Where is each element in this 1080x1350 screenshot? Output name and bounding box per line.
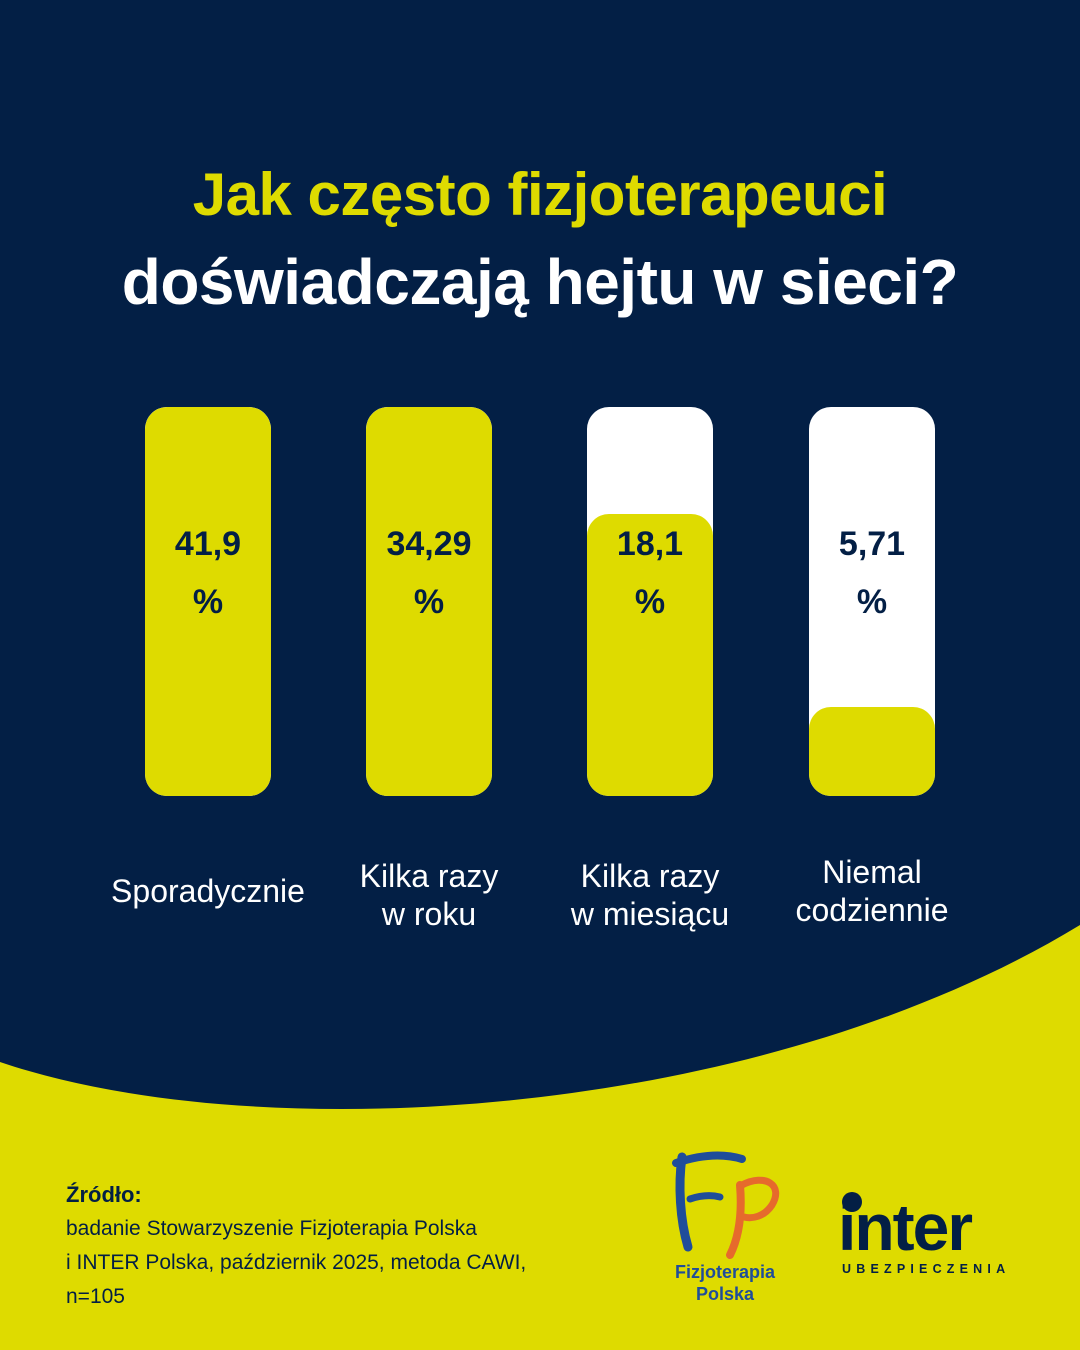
- bar-value-label-2: 34,29%: [386, 525, 472, 621]
- category-label-2: Kilka razy w roku: [359, 858, 499, 932]
- bar-value-label-4: 5,71%: [838, 525, 906, 621]
- title-line-2: doświadczają hejtu w sieci?: [121, 246, 959, 318]
- category-label-1: Sporadycznie: [111, 873, 305, 909]
- fp-logo-text: Fizjoterapia Polska: [674, 1262, 776, 1304]
- category-label-4: Niemal codziennie: [795, 854, 949, 928]
- source-line-1: badanie Stowarzyszenie Fizjoterapia Pols…: [66, 1217, 477, 1240]
- inter-logo-icon: inter: [838, 1190, 974, 1264]
- bar-fill-2: [366, 407, 492, 796]
- bar-3: 18,1%: [587, 407, 713, 796]
- source-heading: Źródło:: [66, 1182, 142, 1207]
- bar-value-label-3: 18,1%: [616, 525, 684, 621]
- source-note: Źródło: badanie Stowarzyszenie Fizjotera…: [66, 1178, 666, 1314]
- bar-fill-3: [587, 514, 713, 796]
- bar-fill-4: [809, 707, 935, 796]
- category-label-3: Kilka razy w miesiącu: [570, 858, 730, 932]
- source-line-3: n=105: [66, 1285, 125, 1308]
- fp-logo-icon: [672, 1151, 780, 1259]
- bar-1: 41,9%: [145, 407, 271, 796]
- bar-value-label-1: 41,9%: [174, 525, 242, 621]
- bar-fill-1: [145, 407, 271, 796]
- inter-ubezpieczenia-logo: inter UBEZPIECZENIA: [838, 1190, 1038, 1282]
- fizjoterapia-polska-logo: Fizjoterapia Polska: [660, 1145, 790, 1315]
- title-line-1: Jak często fizjoterapeuci: [192, 161, 888, 228]
- bar-4: 5,71%: [809, 407, 935, 796]
- bar-2: 34,29%: [366, 407, 492, 796]
- source-line-2: i INTER Polska, październik 2025, metoda…: [66, 1251, 527, 1274]
- inter-logo-subtitle: UBEZPIECZENIA: [842, 1262, 1011, 1276]
